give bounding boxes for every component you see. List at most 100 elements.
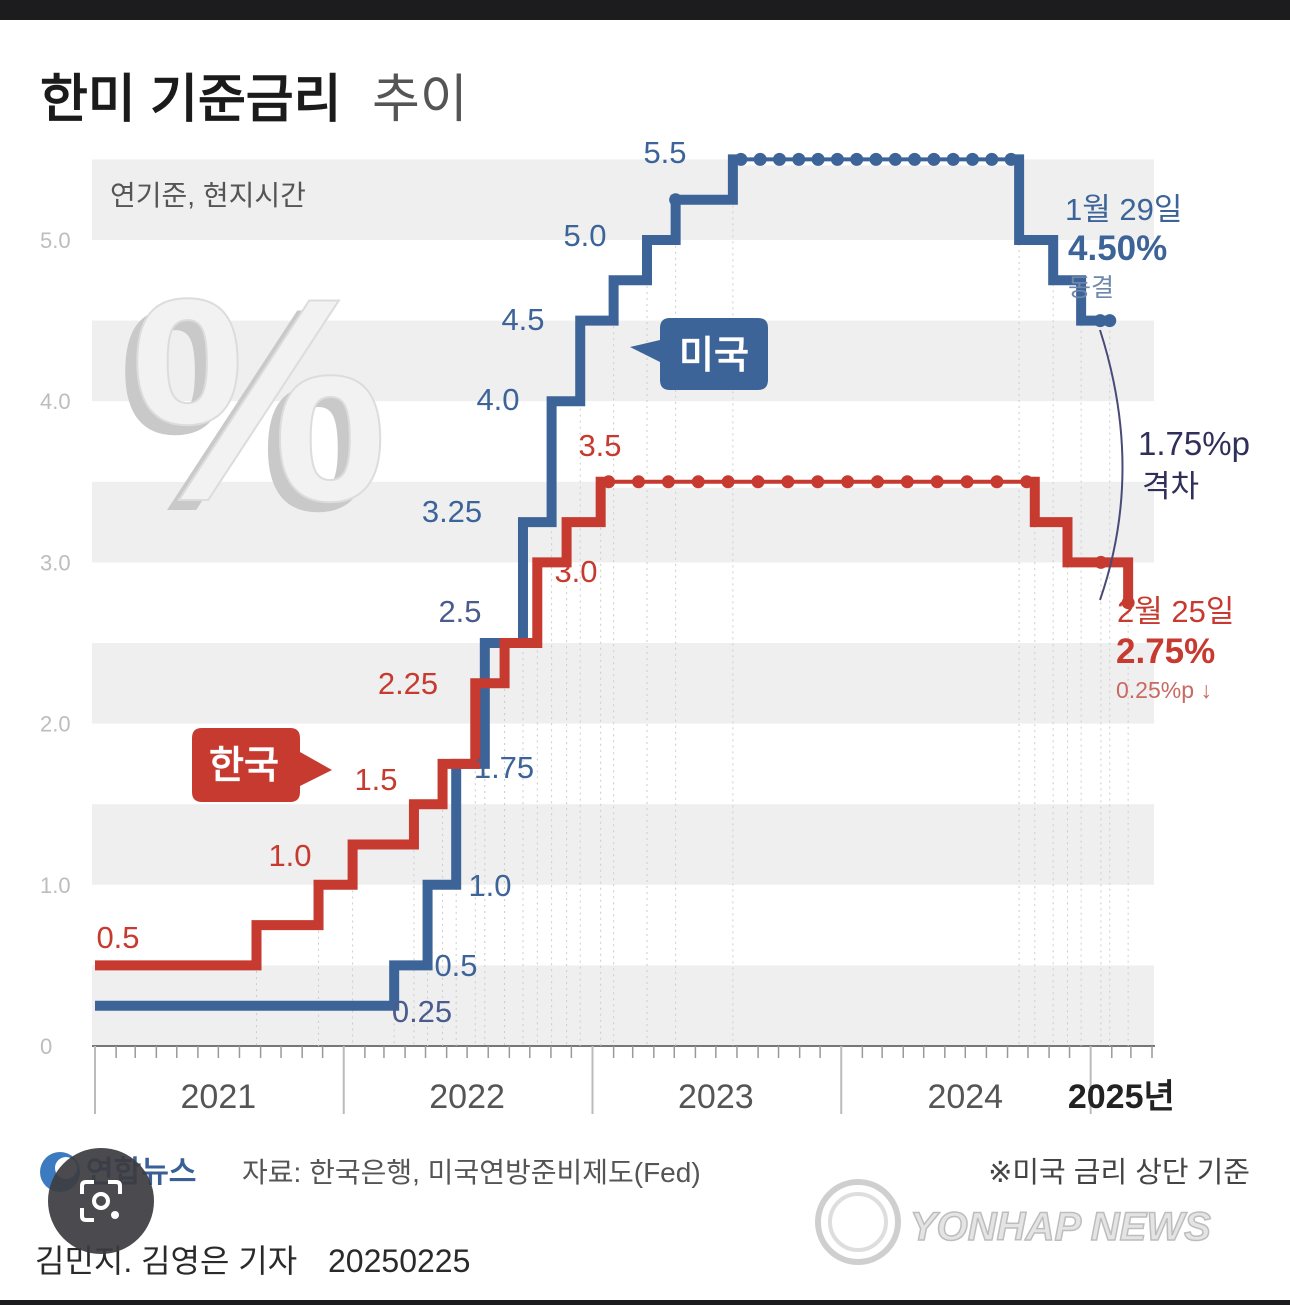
plateau-dot <box>900 475 914 489</box>
us-status: 동결 <box>1068 274 1114 302</box>
top-bar <box>0 0 1290 20</box>
rate-chart: 한미 기준금리 추이 연기준, 현지시간 % % 0 1.0 2.0 3.0 4.0 5.… <box>35 71 1250 1279</box>
us-value-label: 5.5 <box>643 135 686 170</box>
kr-change: 0.25%p ↓ <box>1116 677 1212 703</box>
plateau-dot <box>734 152 748 166</box>
lens-search-button[interactable] <box>48 1148 154 1254</box>
plateau-dot <box>661 475 675 489</box>
y-tick-label: 4.0 <box>40 389 71 414</box>
us-value-label: 0.5 <box>434 948 477 983</box>
plateau-dot <box>985 152 999 166</box>
y-tick-label: 3.0 <box>40 550 71 575</box>
grid-bands <box>92 159 1154 1046</box>
grid-band <box>92 159 1154 240</box>
gap-bracket <box>1099 329 1124 601</box>
plateau-dot <box>966 152 980 166</box>
plateau-dot <box>691 475 705 489</box>
meeting-dot <box>1093 314 1107 328</box>
plateau-dot <box>772 152 786 166</box>
plateau-dot <box>908 152 922 166</box>
kr-value-label: 1.5 <box>354 762 397 797</box>
credit-date: 20250225 <box>328 1243 470 1279</box>
plateau-dot <box>888 152 902 166</box>
year-label: 2025년 <box>1068 1078 1175 1116</box>
plateau-dot <box>870 475 884 489</box>
bottom-bar <box>0 1300 1290 1305</box>
plateau-dot <box>869 152 883 166</box>
us-value-label: 4.5 <box>501 302 544 337</box>
kr-value-label: 3.0 <box>554 554 597 589</box>
us-value-label: 1.0 <box>468 868 511 903</box>
kr-rate: 2.75% <box>1116 632 1215 671</box>
series-layer <box>95 152 1135 1011</box>
us-date: 1월 29일 <box>1065 192 1182 227</box>
credit-text: 김민지. 김영은 기자 <box>35 1243 297 1279</box>
plateau-dot <box>990 475 1004 489</box>
us-tag: 미국 <box>630 318 768 390</box>
y-tick-label: 1.0 <box>40 873 71 898</box>
source-text: 자료: 한국은행, 미국연방준비제도(Fed) <box>242 1157 701 1188</box>
watermark-text: YONHAP NEWS <box>910 1205 1211 1249</box>
basis-note: 연기준, 현지시간 <box>110 180 306 211</box>
x-axis: 2021 2022 2023 2024 2025년 <box>92 1045 1175 1116</box>
y-tick-label: 2.0 <box>40 712 71 737</box>
percent-icon-face: % <box>130 238 388 562</box>
year-label: 2022 <box>429 1078 505 1116</box>
kr-value-label: 2.25 <box>378 666 438 701</box>
meeting-dot <box>1094 555 1108 569</box>
chart-title-suffix: 추이 <box>372 71 468 129</box>
plateau-dot <box>751 475 765 489</box>
us-value-label: 3.25 <box>422 494 482 529</box>
year-label: 2021 <box>181 1078 257 1116</box>
plateau-dot <box>830 152 844 166</box>
value-labels: 0.25 0.5 1.0 1.75 2.5 3.25 4.0 4.5 5.0 5.5 0.5 1.0 1… <box>96 135 686 1029</box>
plateau-dot <box>930 475 944 489</box>
us-rate: 4.50% <box>1068 229 1167 268</box>
y-axis: 0 1.0 2.0 3.0 4.0 5.0 <box>40 228 71 1059</box>
plateau-dot <box>927 152 941 166</box>
kr-value-label: 3.5 <box>578 428 621 463</box>
gap-label: 격차 <box>1142 469 1199 504</box>
kr-tag: 한국 <box>192 728 332 802</box>
plateau-dot <box>602 475 616 489</box>
kr-rate-line <box>95 476 1134 971</box>
us-tag-label: 미국 <box>679 335 749 377</box>
y-tick-label: 0 <box>40 1034 52 1059</box>
note-text: ※미국 금리 상단 기준 <box>988 1156 1250 1189</box>
plateau-dot <box>960 475 974 489</box>
percent-icon: % <box>118 248 376 572</box>
grid-band <box>92 320 1154 402</box>
y-tick-label: 5.0 <box>40 228 71 253</box>
watermark-logo-icon <box>815 1179 901 1265</box>
gap-value: 1.75%p <box>1138 425 1250 462</box>
meeting-dot <box>1103 314 1117 328</box>
kr-value-label: 0.5 <box>96 920 139 955</box>
kr-tag-label: 한국 <box>209 745 279 787</box>
us-rate-line <box>95 154 1110 1011</box>
year-label: 2024 <box>927 1078 1003 1116</box>
plateau-dot <box>841 475 855 489</box>
us-value-label: 1.75 <box>474 750 534 785</box>
year-label: 2023 <box>678 1078 754 1116</box>
lens-search-icon <box>80 1180 122 1222</box>
plateau-dot <box>811 475 825 489</box>
plateau-dot <box>792 152 806 166</box>
plateau-dot <box>632 475 646 489</box>
kr-date: 2월 25일 <box>1117 594 1234 629</box>
plateau-dot <box>1020 475 1034 489</box>
us-value-label: 5.0 <box>563 218 606 253</box>
plateau-dot <box>811 152 825 166</box>
plateau-dot <box>850 152 864 166</box>
us-value-label: 4.0 <box>476 382 519 417</box>
chart-title: 한미 기준금리 <box>40 71 342 129</box>
us-value-label: 0.25 <box>392 994 452 1029</box>
plateau-dot <box>781 475 795 489</box>
kr-value-label: 1.0 <box>268 838 311 873</box>
plateau-dot <box>753 152 767 166</box>
plateau-dot <box>1004 152 1018 166</box>
plateau-dot <box>721 475 735 489</box>
us-value-label: 2.5 <box>438 594 481 629</box>
plateau-dot <box>946 152 960 166</box>
grid-band <box>92 481 1154 563</box>
grid-band <box>92 643 1154 724</box>
